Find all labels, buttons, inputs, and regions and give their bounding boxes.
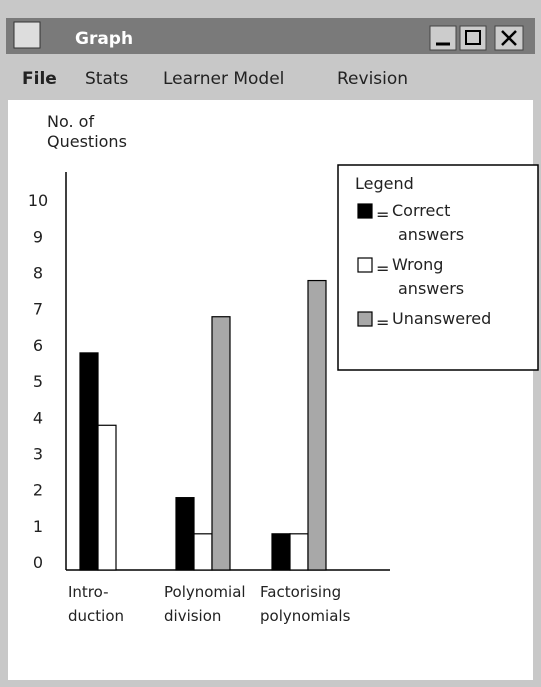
y-tick-label: 2 [33, 481, 43, 500]
minimize-button[interactable] [430, 26, 456, 50]
bar [272, 534, 290, 570]
legend-swatch [358, 258, 372, 272]
bar [308, 281, 326, 570]
y-tick-label: 8 [33, 264, 43, 283]
y-tick-label: 6 [33, 336, 43, 355]
window-title: Graph [75, 29, 133, 49]
y-tick-label: 3 [33, 444, 43, 463]
menu-item[interactable]: Stats [85, 69, 129, 89]
legend-equals: = [376, 259, 389, 278]
legend-title: Legend [355, 174, 414, 193]
page: Graph FileStatsLearner ModelRevision No.… [0, 0, 541, 687]
legend-swatch [358, 312, 372, 326]
y-tick-label: 10 [28, 191, 48, 210]
y-tick-label: 5 [33, 372, 43, 391]
y-tick-label: 9 [33, 227, 43, 246]
maximize-button[interactable] [460, 26, 486, 50]
legend-equals: = [376, 205, 389, 224]
legend-equals: = [376, 313, 389, 332]
app-icon[interactable] [14, 22, 40, 48]
menu-item[interactable]: File [22, 69, 57, 89]
legend-swatch [358, 204, 372, 218]
window: Graph FileStatsLearner ModelRevision No.… [0, 0, 541, 687]
bar [290, 534, 308, 570]
bar [80, 353, 98, 570]
y-tick-label: 0 [33, 553, 43, 572]
y-tick-label: 7 [33, 300, 43, 319]
bar [212, 317, 230, 570]
y-tick-label: 1 [33, 517, 43, 536]
menu-item[interactable]: Revision [337, 69, 408, 89]
y-tick-label: 4 [33, 408, 43, 427]
bar [176, 498, 194, 570]
menu-item[interactable]: Learner Model [163, 69, 284, 89]
bar [194, 534, 212, 570]
legend-label: Unanswered [392, 309, 491, 328]
bar [98, 425, 116, 570]
